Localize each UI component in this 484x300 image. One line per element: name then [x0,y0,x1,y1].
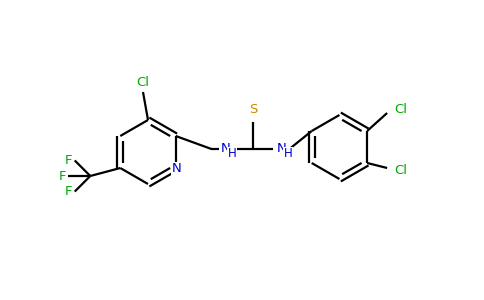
Text: F: F [59,169,66,182]
Text: N: N [276,142,287,155]
Text: N: N [172,163,182,176]
Text: Cl: Cl [136,76,150,88]
Text: H: H [228,148,237,160]
Text: Cl: Cl [394,103,408,116]
Text: N: N [221,142,230,155]
Text: F: F [65,185,73,198]
Text: F: F [65,154,73,167]
Text: S: S [249,103,257,116]
Text: H: H [284,148,293,160]
Text: Cl: Cl [394,164,408,178]
